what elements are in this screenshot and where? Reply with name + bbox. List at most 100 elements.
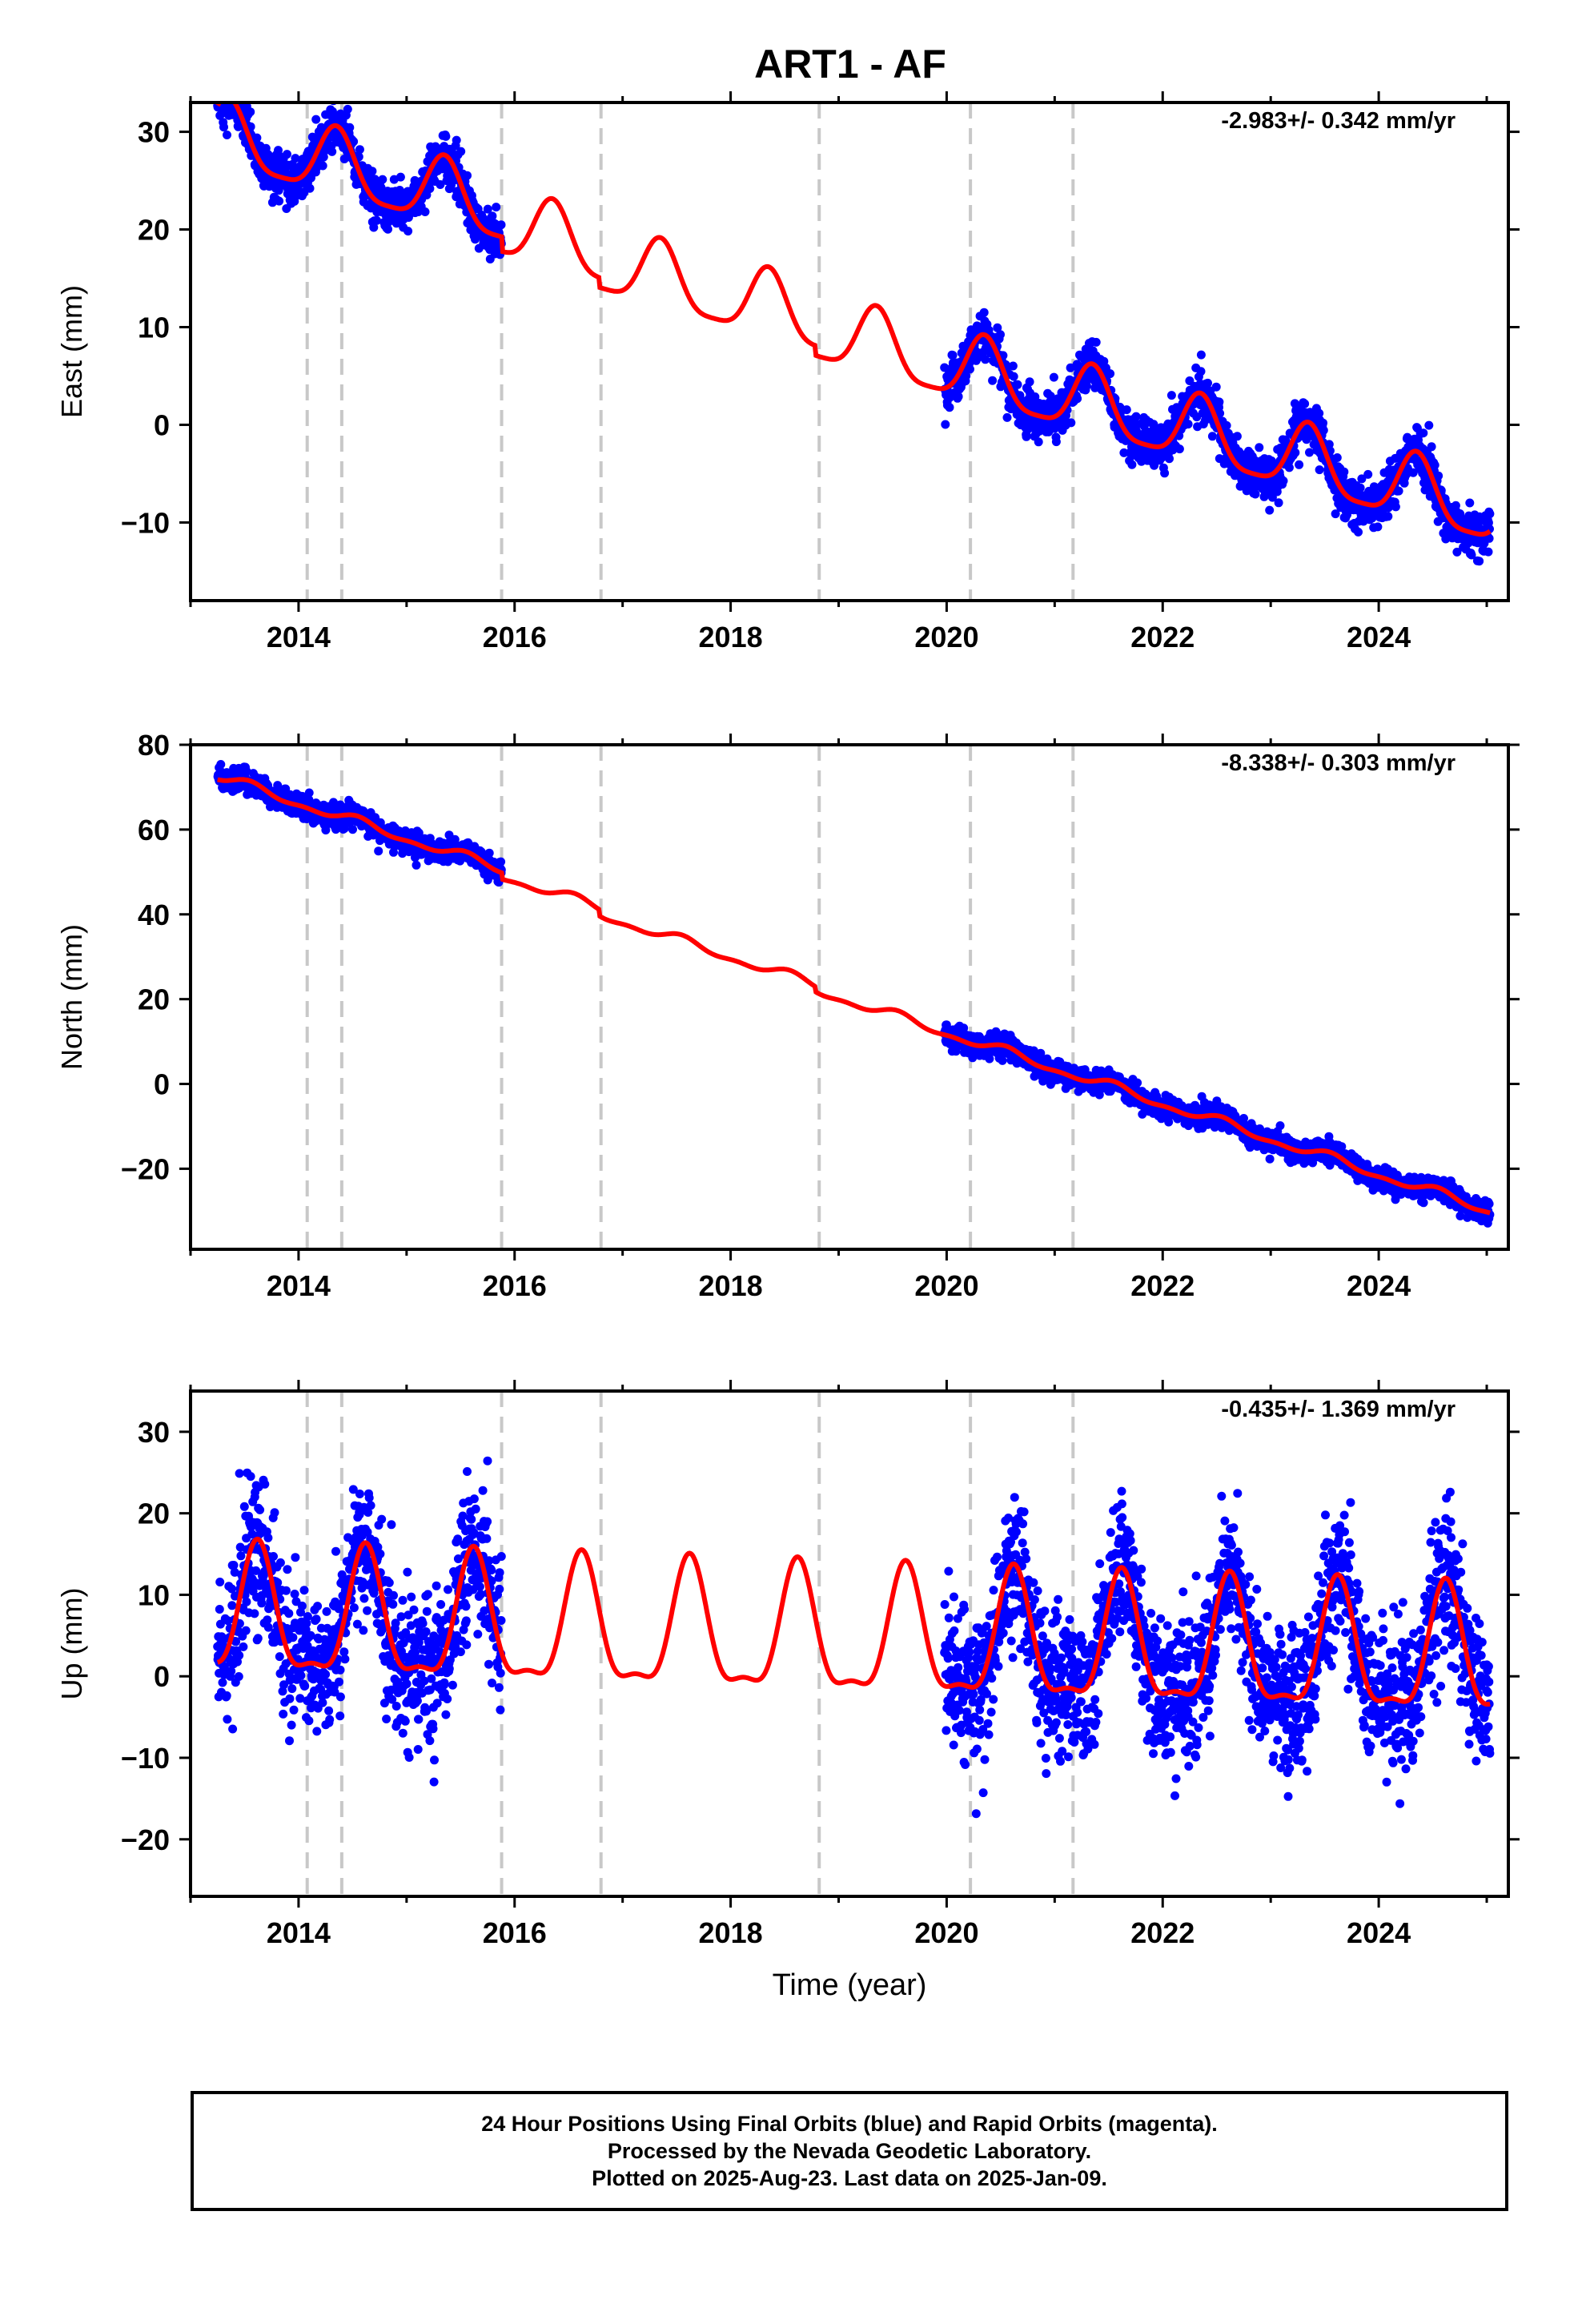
data-point <box>463 171 472 180</box>
data-point <box>492 203 501 212</box>
data-point <box>1215 397 1224 407</box>
data-point <box>436 180 445 189</box>
data-point <box>1066 363 1075 372</box>
data-point <box>223 91 232 100</box>
data-point <box>266 802 275 811</box>
x-tick-label: 2020 <box>914 621 978 653</box>
data-point <box>1122 405 1131 415</box>
data-point <box>220 81 229 90</box>
data-point <box>456 147 466 156</box>
data-point <box>242 766 251 776</box>
y-axis-label: East (mm) <box>55 285 88 418</box>
data-point <box>1424 420 1434 430</box>
data-point <box>226 78 235 86</box>
data-point <box>237 93 246 102</box>
data-point <box>948 351 958 360</box>
data-point <box>1355 483 1365 493</box>
plot-frame <box>189 101 1510 602</box>
y-tick-label: 30 <box>138 116 170 149</box>
data-point <box>483 204 492 214</box>
data-point <box>1025 377 1034 387</box>
data-point <box>1332 453 1342 462</box>
data-point <box>1284 463 1294 472</box>
data-point <box>1279 476 1288 485</box>
data-point <box>1165 454 1174 464</box>
data-point <box>1222 420 1231 430</box>
data-point <box>319 152 328 162</box>
y-tick-label: 0 <box>154 408 170 441</box>
data-point <box>305 183 315 193</box>
data-point <box>343 104 352 114</box>
data-point <box>1255 443 1264 452</box>
data-point <box>1383 512 1393 521</box>
data-point <box>291 154 300 163</box>
data-point <box>1295 460 1304 469</box>
data-point <box>1013 380 1022 389</box>
data-point <box>1484 547 1493 557</box>
data-point <box>996 330 1005 340</box>
data-point <box>993 323 1002 332</box>
x-tick-label: 2016 <box>483 621 547 653</box>
data-points <box>213 71 1495 566</box>
data-point <box>1452 547 1462 557</box>
data-point <box>1430 460 1439 470</box>
data-point <box>954 392 963 401</box>
data-point <box>1373 522 1383 532</box>
data-point <box>372 215 381 225</box>
data-point <box>370 175 379 184</box>
data-point <box>235 82 244 90</box>
data-point <box>1009 372 1018 381</box>
data-point <box>1183 420 1193 429</box>
data-point <box>222 83 231 92</box>
data-point <box>219 71 227 80</box>
data-point <box>1315 408 1324 418</box>
data-point <box>1324 440 1334 449</box>
data-point <box>1319 425 1328 435</box>
data-point <box>378 175 387 184</box>
data-point <box>1073 394 1082 404</box>
data-point <box>1166 391 1176 400</box>
data-point <box>230 93 239 102</box>
data-point <box>1196 350 1206 360</box>
data-point <box>223 90 231 99</box>
data-point <box>1275 1121 1285 1131</box>
data-point <box>1265 1154 1275 1164</box>
data-point <box>1008 361 1018 371</box>
data-point <box>988 376 998 385</box>
data-point <box>1091 337 1101 347</box>
data-point <box>412 860 421 870</box>
data-point <box>227 82 236 90</box>
data-point <box>1207 432 1217 441</box>
data-point <box>1363 469 1373 479</box>
data-point <box>484 848 494 858</box>
data-point <box>1215 408 1225 418</box>
data-point <box>979 308 989 317</box>
data-point <box>1434 471 1443 480</box>
data-point <box>420 207 430 216</box>
data-point <box>945 403 954 412</box>
data-point <box>348 825 357 834</box>
data-point <box>217 78 226 86</box>
data-point <box>1339 467 1349 476</box>
data-point <box>1485 509 1495 519</box>
data-point <box>318 161 327 171</box>
data-point <box>216 84 225 93</box>
y-tick-label: −10 <box>121 506 170 539</box>
chart-title: ART1 - AF <box>754 42 946 86</box>
data-point <box>1394 486 1403 496</box>
data-point <box>425 184 435 193</box>
x-tick-label: 2014 <box>267 621 331 653</box>
data-point <box>311 115 321 124</box>
data-point <box>1465 498 1475 508</box>
data-point <box>1133 1078 1142 1088</box>
data-point <box>219 123 228 132</box>
data-point <box>962 372 971 380</box>
data-points <box>213 760 1495 1228</box>
data-point <box>1030 392 1040 401</box>
data-point <box>218 93 227 102</box>
data-point <box>1265 505 1275 515</box>
data-point <box>966 364 974 374</box>
data-point <box>1149 420 1158 429</box>
